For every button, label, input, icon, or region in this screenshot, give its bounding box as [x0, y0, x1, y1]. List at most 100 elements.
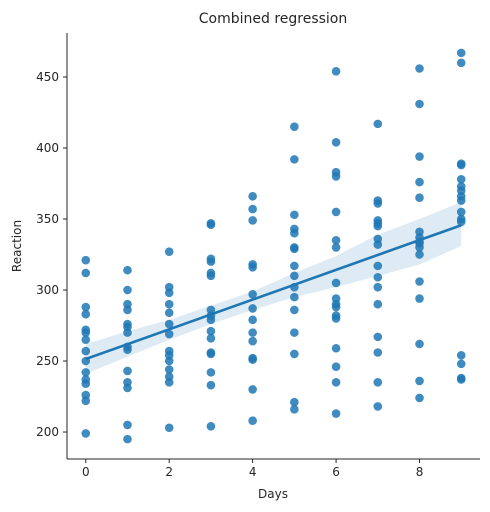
x-tick-label: 2	[165, 465, 173, 479]
x-tick-label: 0	[82, 465, 90, 479]
data-point	[123, 366, 132, 376]
data-point	[206, 271, 216, 281]
data-point	[331, 378, 341, 387]
data-point	[81, 255, 91, 265]
y-axis-label: Reaction	[10, 220, 24, 272]
data-point	[373, 261, 383, 271]
data-point	[331, 172, 341, 181]
data-point	[164, 308, 174, 318]
data-point	[81, 346, 91, 356]
data-point	[373, 272, 383, 282]
data-point	[164, 329, 174, 339]
data-point	[290, 155, 299, 164]
ticks: 0 2 4 6 8 200 250 300 350 400 450	[36, 70, 423, 479]
data-point	[248, 385, 257, 394]
data-point	[456, 359, 466, 369]
y-tick-label: 250	[36, 354, 59, 368]
x-axis-label: Days	[258, 487, 288, 501]
data-point	[415, 277, 424, 286]
data-point	[123, 328, 132, 337]
data-point	[373, 199, 383, 208]
confidence-band-layer	[85, 201, 462, 374]
data-point	[331, 67, 341, 76]
data-point	[206, 334, 216, 343]
data-point	[373, 282, 383, 292]
y-tick-label: 300	[36, 283, 59, 297]
data-point	[415, 193, 424, 203]
data-point	[415, 393, 424, 403]
data-point	[123, 265, 132, 275]
confidence-band	[85, 201, 462, 374]
x-tick-label: 6	[332, 465, 340, 479]
data-point	[206, 368, 216, 377]
data-point	[248, 304, 257, 313]
data-point	[331, 362, 341, 372]
data-point	[331, 343, 341, 353]
data-point	[415, 152, 424, 161]
data-point	[456, 375, 466, 384]
data-point	[206, 220, 216, 229]
data-point	[331, 314, 341, 323]
data-point	[415, 376, 424, 386]
data-point	[290, 122, 299, 132]
data-point	[164, 247, 174, 256]
data-point	[248, 315, 257, 325]
data-point	[248, 204, 257, 214]
data-point	[164, 378, 174, 387]
data-point	[248, 355, 257, 364]
data-point	[290, 349, 299, 359]
data-point	[81, 379, 91, 389]
y-tick-label: 200	[36, 425, 59, 439]
data-point	[290, 271, 299, 281]
data-point	[81, 429, 91, 438]
data-point	[415, 99, 424, 109]
data-point	[248, 328, 257, 337]
data-point	[248, 416, 257, 425]
data-point	[415, 250, 424, 259]
chart-title: Combined regression	[199, 11, 348, 27]
data-point	[206, 349, 216, 359]
data-point	[206, 380, 216, 390]
x-tick-label: 4	[249, 465, 257, 479]
data-point	[456, 217, 466, 227]
data-point	[164, 356, 174, 366]
axes	[66, 33, 480, 460]
data-point	[81, 328, 91, 337]
data-point	[331, 138, 341, 147]
y-tick-label: 400	[36, 141, 59, 155]
data-point	[81, 268, 91, 278]
y-tick-label: 450	[36, 70, 59, 84]
data-point	[456, 351, 466, 360]
data-point	[206, 422, 216, 431]
regression-line	[85, 224, 462, 361]
data-point	[123, 345, 132, 354]
data-point	[206, 315, 216, 325]
data-point	[415, 243, 424, 252]
data-point	[290, 244, 299, 254]
data-point	[373, 348, 383, 357]
data-point	[206, 257, 216, 266]
data-point	[415, 64, 424, 73]
data-point	[456, 48, 466, 58]
data-point	[81, 396, 91, 406]
data-point	[164, 319, 174, 329]
data-point	[164, 423, 174, 433]
data-point	[331, 278, 341, 288]
data-point	[290, 328, 299, 337]
data-point	[331, 207, 341, 217]
data-point	[331, 243, 341, 252]
data-point	[373, 240, 383, 249]
data-point	[373, 299, 383, 309]
regression-line-layer	[85, 224, 462, 361]
data-point	[290, 405, 299, 414]
data-point	[248, 263, 257, 272]
data-point	[373, 402, 383, 411]
data-point	[81, 309, 91, 319]
data-point	[373, 221, 383, 231]
data-point	[123, 285, 132, 295]
data-point	[164, 299, 174, 309]
data-point	[415, 177, 424, 187]
data-point	[331, 409, 341, 418]
data-point	[456, 207, 466, 217]
